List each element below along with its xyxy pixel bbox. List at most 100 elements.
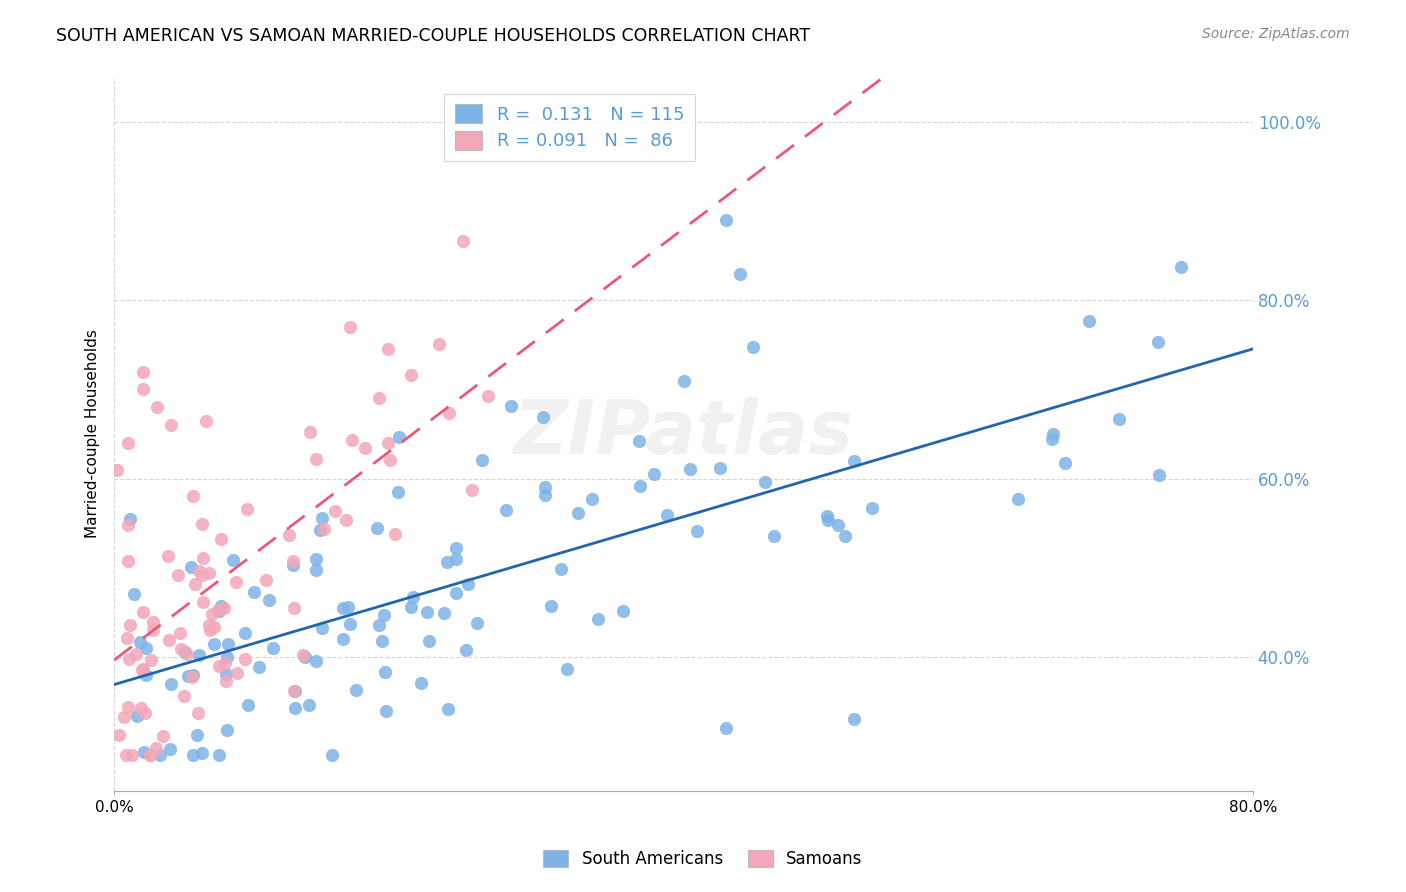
Text: SOUTH AMERICAN VS SAMOAN MARRIED-COUPLE HOUSEHOLDS CORRELATION CHART: SOUTH AMERICAN VS SAMOAN MARRIED-COUPLE … bbox=[56, 27, 810, 45]
Point bbox=[222, 553, 245, 567]
Point bbox=[215, 674, 238, 689]
Point bbox=[402, 591, 425, 605]
Point bbox=[366, 521, 388, 535]
Point bbox=[214, 657, 236, 671]
Point bbox=[125, 647, 148, 661]
Point bbox=[117, 436, 139, 450]
Point bbox=[1078, 314, 1101, 328]
Point bbox=[117, 554, 139, 568]
Point bbox=[294, 649, 316, 664]
Point bbox=[135, 641, 157, 656]
Point bbox=[477, 389, 499, 403]
Point bbox=[1149, 467, 1171, 482]
Point bbox=[195, 414, 218, 428]
Point bbox=[298, 425, 321, 439]
Point bbox=[550, 562, 572, 576]
Point bbox=[132, 745, 155, 759]
Point bbox=[387, 484, 409, 499]
Point bbox=[181, 667, 204, 681]
Point bbox=[181, 489, 204, 503]
Point bbox=[134, 706, 156, 720]
Point bbox=[323, 504, 346, 518]
Point bbox=[193, 550, 215, 565]
Point bbox=[187, 706, 209, 721]
Point bbox=[124, 587, 146, 601]
Point bbox=[145, 740, 167, 755]
Point bbox=[374, 665, 396, 679]
Point bbox=[142, 615, 165, 629]
Point bbox=[344, 682, 367, 697]
Point bbox=[115, 747, 138, 762]
Point bbox=[353, 441, 375, 455]
Point bbox=[139, 747, 162, 762]
Point bbox=[159, 741, 181, 756]
Text: Source: ZipAtlas.com: Source: ZipAtlas.com bbox=[1202, 27, 1350, 41]
Point bbox=[118, 652, 141, 666]
Point bbox=[180, 560, 202, 574]
Point bbox=[243, 585, 266, 599]
Point bbox=[305, 654, 328, 668]
Point bbox=[446, 586, 468, 600]
Legend: R =  0.131   N = 115, R = 0.091   N =  86: R = 0.131 N = 115, R = 0.091 N = 86 bbox=[444, 94, 695, 161]
Point bbox=[254, 573, 277, 587]
Point bbox=[201, 607, 224, 621]
Point bbox=[198, 618, 221, 632]
Point bbox=[157, 549, 180, 563]
Point bbox=[283, 554, 305, 568]
Point bbox=[305, 563, 328, 577]
Point bbox=[339, 320, 361, 334]
Point bbox=[586, 612, 609, 626]
Point bbox=[418, 634, 440, 648]
Point bbox=[149, 747, 172, 762]
Point bbox=[1147, 334, 1170, 349]
Point bbox=[112, 710, 135, 724]
Point bbox=[499, 400, 522, 414]
Point bbox=[173, 690, 195, 704]
Point bbox=[181, 747, 204, 762]
Point bbox=[384, 527, 406, 541]
Point bbox=[262, 640, 284, 655]
Point bbox=[129, 635, 152, 649]
Point bbox=[146, 401, 169, 415]
Point bbox=[215, 649, 238, 664]
Text: ZIPatlas: ZIPatlas bbox=[513, 398, 853, 470]
Point bbox=[233, 625, 256, 640]
Point bbox=[212, 600, 235, 615]
Point bbox=[581, 491, 603, 506]
Point bbox=[340, 433, 363, 447]
Point bbox=[444, 541, 467, 555]
Point bbox=[444, 551, 467, 566]
Point bbox=[186, 728, 208, 742]
Point bbox=[132, 605, 155, 619]
Point bbox=[309, 523, 332, 537]
Point bbox=[380, 453, 402, 467]
Point bbox=[120, 618, 142, 632]
Point bbox=[461, 483, 484, 498]
Point bbox=[862, 500, 884, 515]
Point bbox=[208, 604, 231, 618]
Point bbox=[465, 615, 488, 630]
Point bbox=[763, 529, 786, 543]
Point bbox=[139, 747, 162, 762]
Point bbox=[312, 522, 335, 536]
Point bbox=[368, 617, 391, 632]
Point bbox=[259, 593, 281, 607]
Point bbox=[139, 653, 162, 667]
Point bbox=[117, 518, 139, 533]
Point bbox=[453, 235, 475, 249]
Point bbox=[208, 659, 231, 673]
Point bbox=[456, 643, 478, 657]
Point bbox=[339, 616, 361, 631]
Point bbox=[207, 603, 229, 617]
Point bbox=[209, 599, 232, 614]
Point bbox=[332, 632, 354, 647]
Point bbox=[1040, 432, 1063, 446]
Point bbox=[177, 668, 200, 682]
Point bbox=[284, 701, 307, 715]
Point bbox=[208, 747, 231, 762]
Point bbox=[371, 633, 394, 648]
Point bbox=[335, 513, 357, 527]
Point bbox=[305, 552, 328, 566]
Point bbox=[190, 567, 212, 582]
Point bbox=[292, 648, 315, 663]
